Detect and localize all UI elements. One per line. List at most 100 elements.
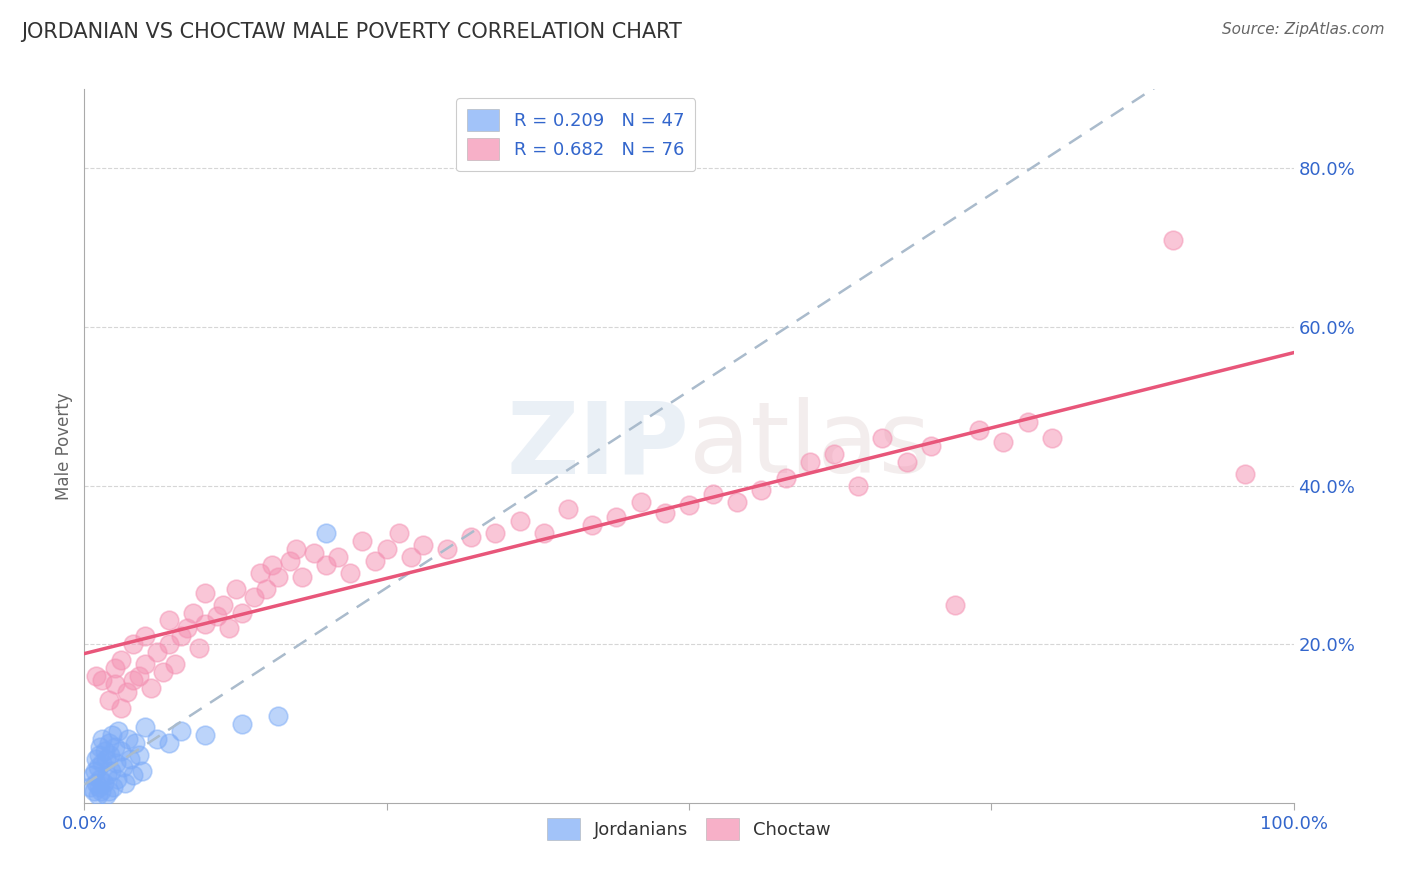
Point: [254, 582, 277, 596]
Point: [1017, 415, 1039, 429]
Point: [134, 721, 156, 735]
Point: [557, 502, 579, 516]
Point: [181, 606, 204, 620]
Point: [630, 494, 652, 508]
Text: JORDANIAN VS CHOCTAW MALE POVERTY CORRELATION CHART: JORDANIAN VS CHOCTAW MALE POVERTY CORREL…: [21, 22, 682, 42]
Point: [231, 606, 253, 620]
Point: [799, 455, 821, 469]
Point: [260, 558, 283, 572]
Point: [124, 736, 146, 750]
Point: [484, 526, 506, 541]
Point: [460, 530, 482, 544]
Point: [284, 542, 308, 557]
Point: [86, 788, 108, 802]
Point: [120, 752, 142, 766]
Point: [89, 772, 111, 786]
Point: [134, 629, 156, 643]
Point: [128, 748, 150, 763]
Point: [943, 598, 966, 612]
Point: [86, 752, 108, 766]
Point: [152, 665, 174, 679]
Point: [94, 744, 117, 758]
Point: [751, 483, 773, 497]
Point: [315, 558, 337, 572]
Point: [412, 538, 434, 552]
Point: [846, 478, 869, 492]
Point: [242, 590, 264, 604]
Point: [225, 582, 247, 596]
Point: [112, 760, 135, 774]
Point: [84, 764, 107, 778]
Point: [993, 435, 1015, 450]
Point: [157, 736, 180, 750]
Point: [654, 507, 676, 521]
Point: [83, 784, 105, 798]
Point: [509, 514, 531, 528]
Point: [110, 744, 132, 758]
Point: [79, 780, 101, 794]
Point: [121, 637, 143, 651]
Point: [97, 692, 120, 706]
Point: [823, 447, 845, 461]
Point: [90, 784, 112, 798]
Point: [157, 614, 180, 628]
Point: [101, 728, 124, 742]
Point: [94, 788, 117, 802]
Point: [96, 768, 118, 782]
Point: [86, 669, 108, 683]
Point: [212, 598, 235, 612]
Point: [97, 736, 120, 750]
Point: [352, 534, 374, 549]
Point: [267, 570, 290, 584]
Point: [218, 621, 240, 635]
Point: [399, 549, 422, 564]
Point: [872, 431, 894, 445]
Point: [107, 724, 129, 739]
Point: [104, 740, 127, 755]
Point: [97, 784, 120, 798]
Point: [121, 673, 143, 687]
Point: [93, 776, 115, 790]
Point: [533, 526, 555, 541]
Point: [117, 732, 139, 747]
Point: [139, 681, 162, 695]
Point: [86, 776, 108, 790]
Point: [165, 657, 187, 671]
Point: [157, 637, 180, 651]
Point: [170, 724, 193, 739]
Point: [315, 526, 337, 541]
Point: [104, 661, 127, 675]
Point: [291, 570, 314, 584]
Text: Source: ZipAtlas.com: Source: ZipAtlas.com: [1222, 22, 1385, 37]
Point: [967, 423, 990, 437]
Point: [249, 566, 271, 580]
Point: [176, 621, 198, 635]
Point: [278, 554, 301, 568]
Point: [339, 566, 361, 580]
Point: [581, 518, 603, 533]
Point: [1161, 233, 1184, 247]
Text: ZIP: ZIP: [506, 398, 689, 494]
Point: [267, 708, 290, 723]
Point: [436, 542, 458, 557]
Point: [231, 716, 253, 731]
Point: [100, 764, 122, 778]
Point: [110, 653, 132, 667]
Point: [91, 756, 114, 771]
Point: [170, 629, 193, 643]
Point: [1040, 431, 1063, 445]
Point: [328, 549, 350, 564]
Point: [388, 526, 411, 541]
Point: [105, 772, 128, 786]
Point: [146, 645, 169, 659]
Point: [131, 764, 153, 778]
Point: [194, 585, 217, 599]
Point: [146, 732, 169, 747]
Point: [94, 752, 117, 766]
Point: [194, 617, 217, 632]
Point: [896, 455, 918, 469]
Legend: Jordanians, Choctaw: Jordanians, Choctaw: [540, 811, 838, 847]
Point: [91, 732, 114, 747]
Point: [86, 760, 108, 774]
Point: [115, 685, 138, 699]
